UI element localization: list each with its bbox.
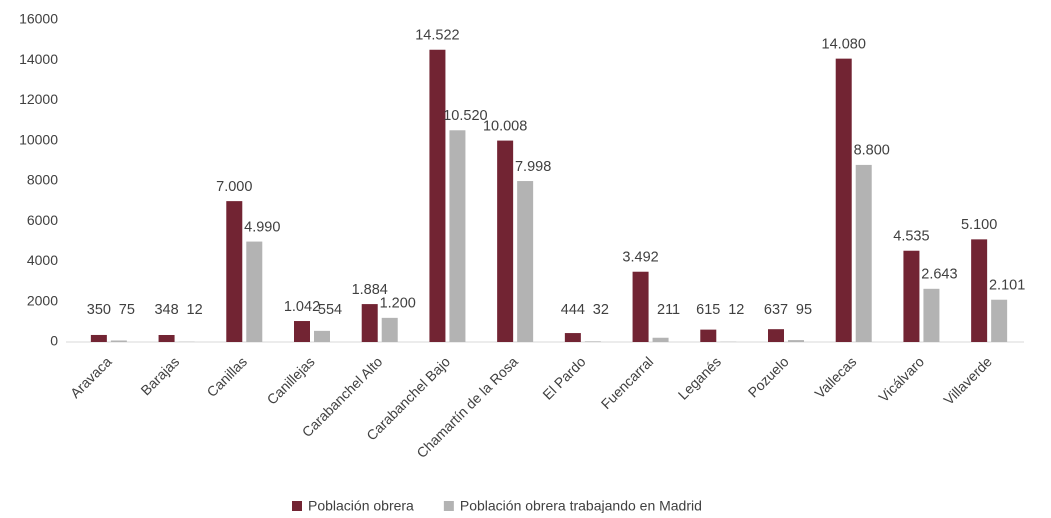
value-label: 444 <box>561 302 585 318</box>
bar <box>700 330 716 342</box>
legend-swatch <box>292 501 302 511</box>
legend-swatch <box>444 501 454 511</box>
value-label: 32 <box>593 302 609 318</box>
y-tick-label: 16000 <box>19 11 58 27</box>
value-label: 637 <box>764 302 788 318</box>
x-tick-label: Aravaca <box>67 353 115 401</box>
y-tick-label: 0 <box>50 333 58 349</box>
value-label: 4.990 <box>244 219 280 235</box>
bar <box>971 239 987 342</box>
x-tick-label: Pozuelo <box>745 353 792 400</box>
bar <box>382 318 398 342</box>
value-label: 348 <box>154 302 178 318</box>
bar <box>497 141 513 342</box>
value-label: 14.522 <box>415 28 459 44</box>
x-tick-label: Vallecas <box>811 353 859 401</box>
y-tick-label: 2000 <box>27 292 58 308</box>
x-tick-label: Villaverde <box>940 353 995 408</box>
value-label: 2.643 <box>921 267 957 283</box>
x-tick-label: Vicálvaro <box>875 353 927 405</box>
bar <box>294 321 310 342</box>
value-label: 3.492 <box>622 250 658 266</box>
value-label: 14.080 <box>822 36 866 52</box>
value-label: 10.520 <box>443 108 487 124</box>
value-label: 12 <box>728 302 744 318</box>
value-label: 8.800 <box>854 143 890 159</box>
value-label: 1.200 <box>380 296 416 312</box>
bar <box>565 333 581 342</box>
bar <box>991 300 1007 342</box>
y-tick-label: 4000 <box>27 252 58 268</box>
value-label: 7.998 <box>515 159 551 175</box>
value-label: 2.101 <box>989 278 1025 294</box>
legend-label: Población obrera trabajando en Madrid <box>460 498 702 513</box>
bar <box>517 181 533 342</box>
legend-label: Población obrera <box>308 498 414 513</box>
value-label: 75 <box>119 302 135 318</box>
x-tick-label: Barajas <box>137 353 182 398</box>
value-label: 211 <box>657 302 680 318</box>
bar <box>159 335 175 342</box>
bar <box>449 130 465 342</box>
x-tick-label: Canillejas <box>264 353 318 407</box>
bar <box>226 201 242 342</box>
x-tick-label: Canillas <box>203 353 250 400</box>
x-tick-label: El Pardo <box>539 353 588 402</box>
bar <box>91 335 107 342</box>
bar <box>788 340 804 342</box>
y-tick-label: 6000 <box>27 212 58 228</box>
y-tick-label: 14000 <box>19 51 58 67</box>
y-tick-label: 10000 <box>19 131 58 147</box>
x-tick-label: Leganés <box>675 353 724 402</box>
value-label: 12 <box>187 302 203 318</box>
bar <box>246 242 262 342</box>
x-tick-label: Fuencarral <box>598 353 657 412</box>
value-label: 554 <box>318 302 342 318</box>
y-tick-label: 12000 <box>19 91 58 107</box>
bar <box>856 165 872 342</box>
value-label: 615 <box>696 302 720 318</box>
value-label: 350 <box>87 302 111 318</box>
bar <box>653 338 669 342</box>
value-label: 10.008 <box>483 118 527 134</box>
bar <box>314 331 330 342</box>
value-label: 5.100 <box>961 217 997 233</box>
y-tick-label: 8000 <box>27 172 58 188</box>
bar <box>362 304 378 342</box>
bar <box>429 50 445 342</box>
value-label: 95 <box>796 302 812 318</box>
bar <box>836 59 852 342</box>
value-label: 1.042 <box>284 299 320 315</box>
value-label: 4.535 <box>893 229 929 245</box>
bar <box>633 272 649 342</box>
bar <box>903 251 919 342</box>
bar <box>923 289 939 342</box>
bar <box>585 341 601 342</box>
bar <box>768 329 784 342</box>
value-label: 7.000 <box>216 179 252 195</box>
bar <box>111 340 127 342</box>
